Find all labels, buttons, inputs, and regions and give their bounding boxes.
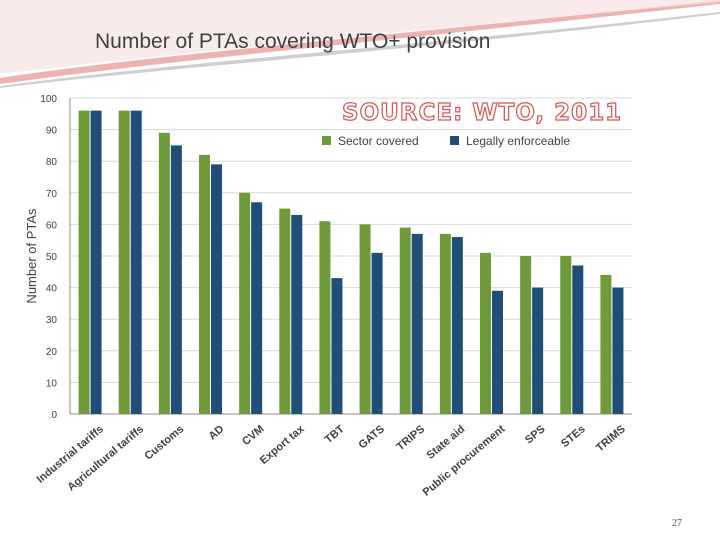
bar-sector-covered — [199, 154, 210, 414]
bar-legally-enforceable — [411, 233, 423, 414]
x-tick-label: Export tax — [258, 423, 308, 467]
bar-sector-covered — [78, 110, 90, 414]
y-tick-label: 50 — [46, 252, 58, 263]
x-tick-label: SPS — [523, 423, 548, 446]
page-number: 27 — [672, 518, 682, 529]
x-tick-label: TBT — [323, 423, 347, 446]
y-tick-label: 10 — [46, 378, 58, 389]
x-tick-label: Industrial tariffs — [35, 423, 106, 486]
bar-legally-enforceable — [90, 110, 102, 414]
x-tick-label: CVM — [240, 423, 266, 448]
bar-legally-enforceable — [211, 164, 222, 414]
y-tick-label: 60 — [46, 220, 58, 231]
legend-swatch — [450, 136, 459, 145]
bar-legally-enforceable — [170, 145, 182, 414]
legend-swatch — [322, 136, 331, 145]
bar-legally-enforceable — [532, 287, 544, 414]
y-tick-label: 20 — [46, 347, 58, 358]
bar-sector-covered — [239, 192, 251, 414]
bar-sector-covered — [399, 227, 411, 414]
header-decoration — [0, 0, 720, 88]
legend-label: Legally enforceable — [466, 134, 570, 148]
bar-sector-covered — [359, 224, 371, 414]
bar-legally-enforceable — [612, 287, 624, 414]
y-axis-title: Number of PTAs — [24, 208, 39, 304]
bar-sector-covered — [439, 233, 451, 414]
bar-sector-covered — [600, 274, 612, 414]
bar-legally-enforceable — [572, 265, 584, 414]
bar-sector-covered — [480, 252, 491, 414]
bar-sector-covered — [319, 221, 331, 414]
bar-sector-covered — [118, 110, 130, 414]
bar-sector-covered — [158, 132, 170, 414]
bar-legally-enforceable — [251, 202, 263, 414]
x-tick-label: TRIMS — [594, 423, 628, 454]
y-tick-label: 30 — [46, 315, 58, 326]
y-tick-label: 100 — [40, 94, 57, 105]
y-tick-label: 80 — [46, 157, 58, 168]
bar-legally-enforceable — [291, 214, 303, 414]
bar-legally-enforceable — [451, 237, 463, 414]
y-tick-label: 40 — [46, 284, 58, 295]
bar-legally-enforceable — [492, 290, 503, 414]
x-tick-label: STEs — [559, 423, 588, 450]
x-tick-label: TRIPS — [395, 423, 428, 453]
bar-sector-covered — [560, 256, 572, 414]
source-label: SOURCE: WTO, 2011 — [341, 99, 623, 126]
x-tick-label: GATS — [356, 423, 387, 451]
bar-legally-enforceable — [371, 252, 383, 414]
x-tick-label: Customs — [143, 423, 187, 462]
slide-title: Number of PTAs covering WTO+ provision — [95, 30, 491, 53]
y-tick-label: 70 — [46, 189, 58, 200]
bar-legally-enforceable — [130, 110, 142, 414]
bar-sector-covered — [279, 208, 291, 414]
bar-legally-enforceable — [331, 278, 343, 414]
legend-label: Sector covered — [338, 134, 419, 148]
x-tick-label: AD — [207, 423, 227, 442]
y-tick-label: 90 — [46, 126, 58, 137]
x-tick-label: Agricultural tariffs — [65, 423, 146, 493]
bar-sector-covered — [520, 256, 532, 414]
y-tick-label: 0 — [51, 410, 57, 421]
